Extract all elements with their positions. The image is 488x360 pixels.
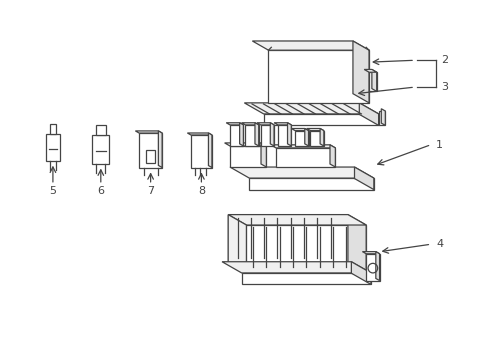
Text: 4: 4 bbox=[435, 239, 442, 249]
Polygon shape bbox=[241, 273, 370, 284]
Polygon shape bbox=[239, 123, 243, 146]
Text: 5: 5 bbox=[49, 186, 56, 197]
Polygon shape bbox=[260, 125, 273, 146]
Polygon shape bbox=[244, 103, 378, 114]
Polygon shape bbox=[145, 150, 155, 163]
Polygon shape bbox=[139, 133, 162, 167]
Polygon shape bbox=[249, 178, 373, 190]
Polygon shape bbox=[229, 167, 373, 178]
Polygon shape bbox=[375, 252, 379, 280]
Polygon shape bbox=[275, 148, 335, 167]
Polygon shape bbox=[270, 123, 273, 146]
Polygon shape bbox=[96, 125, 105, 135]
Polygon shape bbox=[46, 134, 60, 161]
Polygon shape bbox=[366, 254, 379, 280]
Text: 1: 1 bbox=[435, 140, 442, 149]
Polygon shape bbox=[347, 215, 366, 273]
Polygon shape bbox=[351, 262, 370, 284]
Polygon shape bbox=[222, 262, 370, 273]
Text: 8: 8 bbox=[198, 186, 204, 197]
Polygon shape bbox=[362, 252, 379, 254]
Polygon shape bbox=[310, 131, 323, 146]
Polygon shape bbox=[320, 129, 323, 146]
Polygon shape bbox=[352, 41, 368, 103]
Polygon shape bbox=[241, 123, 258, 125]
Polygon shape bbox=[256, 123, 273, 125]
Polygon shape bbox=[228, 215, 366, 225]
Polygon shape bbox=[359, 103, 378, 125]
Polygon shape bbox=[135, 131, 162, 133]
Polygon shape bbox=[277, 125, 291, 146]
Polygon shape bbox=[261, 143, 266, 167]
Polygon shape bbox=[368, 72, 376, 91]
Polygon shape bbox=[371, 69, 376, 91]
Polygon shape bbox=[229, 125, 243, 146]
Polygon shape bbox=[268, 50, 368, 103]
Polygon shape bbox=[304, 129, 308, 146]
Text: 3: 3 bbox=[440, 82, 447, 92]
Polygon shape bbox=[364, 69, 376, 72]
Polygon shape bbox=[158, 131, 162, 167]
Text: 2: 2 bbox=[440, 55, 447, 65]
Polygon shape bbox=[246, 225, 366, 273]
Polygon shape bbox=[378, 111, 385, 125]
Polygon shape bbox=[208, 133, 211, 167]
Text: 7: 7 bbox=[147, 186, 154, 197]
Polygon shape bbox=[92, 135, 109, 164]
Polygon shape bbox=[49, 125, 56, 134]
Polygon shape bbox=[354, 167, 373, 190]
Polygon shape bbox=[252, 41, 368, 50]
Text: 6: 6 bbox=[97, 186, 104, 197]
Polygon shape bbox=[295, 131, 308, 146]
Polygon shape bbox=[229, 146, 266, 167]
Polygon shape bbox=[329, 145, 335, 167]
Polygon shape bbox=[224, 143, 266, 146]
Polygon shape bbox=[228, 215, 246, 273]
Polygon shape bbox=[287, 123, 291, 146]
Polygon shape bbox=[228, 262, 366, 273]
Polygon shape bbox=[291, 129, 308, 131]
Polygon shape bbox=[245, 125, 258, 146]
Polygon shape bbox=[226, 123, 243, 125]
Polygon shape bbox=[381, 109, 385, 125]
Polygon shape bbox=[190, 135, 211, 167]
Polygon shape bbox=[254, 123, 258, 146]
Polygon shape bbox=[274, 123, 291, 125]
Polygon shape bbox=[263, 114, 378, 125]
Polygon shape bbox=[306, 129, 323, 131]
Polygon shape bbox=[187, 133, 211, 135]
Polygon shape bbox=[270, 145, 335, 148]
Polygon shape bbox=[228, 215, 347, 262]
